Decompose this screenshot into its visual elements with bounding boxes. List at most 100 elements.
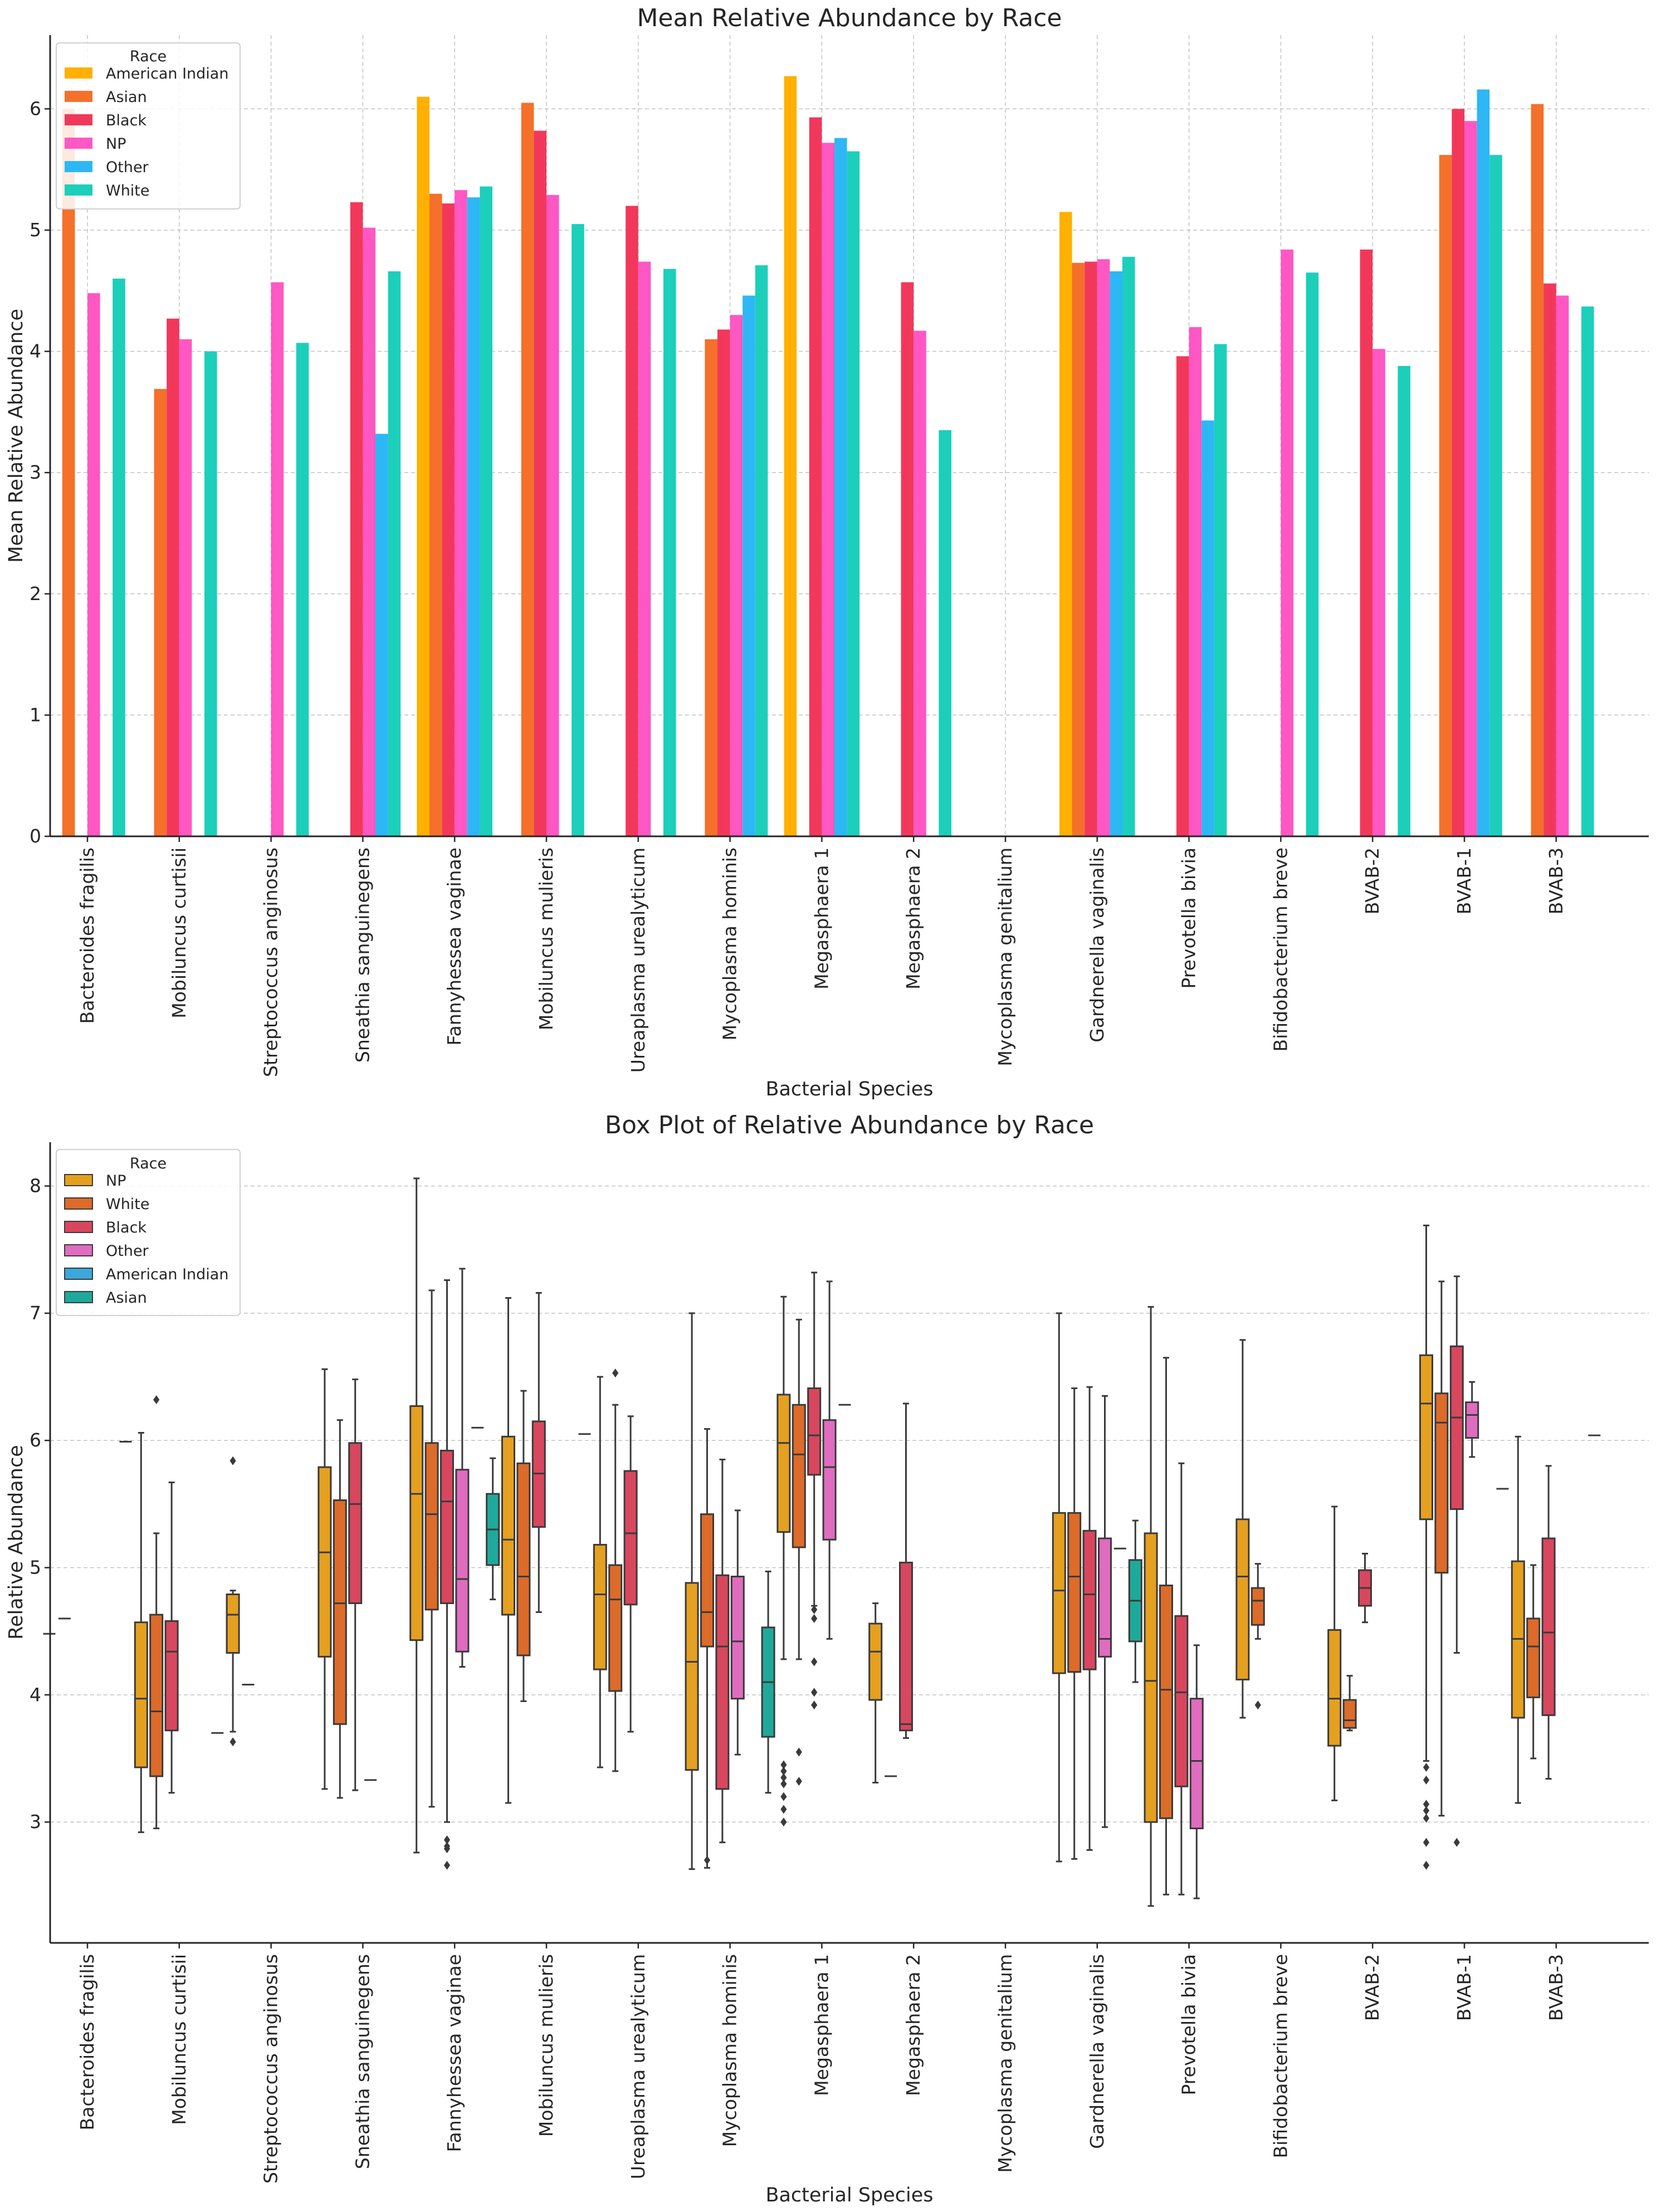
bar-asian-mobiluncus-curtisii	[154, 389, 167, 836]
bar-black-fannyhessea-vaginae	[442, 203, 455, 837]
box-x-tick-label-megasphaera-2: Megasphaera 2	[902, 1954, 924, 2096]
bar-asian-bacteroides-fragilis	[62, 109, 75, 836]
bar-black-bvab-2	[1360, 249, 1373, 836]
box-legend-swatch-american-indian	[64, 1268, 93, 1280]
bar-american-indian-fannyhessea-vaginae	[417, 96, 429, 836]
box-x-tick-label-mycoplasma-genitalium: Mycoplasma genitalium	[994, 1954, 1016, 2173]
box-white-prevotella-bivia-iqr	[1159, 1584, 1173, 1819]
box-x-tick-label-mobiluncus-curtisii: Mobiluncus curtisii	[168, 1954, 190, 2125]
box-np-bifidobacterium-breve-iqr	[1235, 1518, 1250, 1680]
box-np-fannyhessea-vaginae-iqr	[409, 1405, 424, 1641]
bar-x-tick-label-mobiluncus-mulieris: Mobiluncus mulieris	[535, 847, 557, 1030]
box-black-fannyhessea-vaginae-outlier	[443, 1844, 451, 1854]
bar-chart-title: Mean Relative Abundance by Race	[637, 4, 1062, 32]
box-other-fannyhessea-vaginae-iqr	[455, 1469, 470, 1653]
bar-black-mobiluncus-mulieris	[534, 130, 546, 836]
bar-np-prevotella-bivia	[1189, 327, 1202, 836]
bar-asian-fannyhessea-vaginae	[429, 193, 442, 837]
box-black-megasphaera-1-outlier	[811, 1614, 818, 1623]
bar-y-ticks: 0 1 2 3 4 5 6	[30, 98, 50, 847]
box-np-bvab-1-outlier	[1423, 1814, 1430, 1823]
bar-x-tick-label-bvab-2: BVAB-2	[1361, 847, 1383, 914]
box-black-bvab-3	[1541, 1465, 1556, 1780]
box-legend-swatch-asian	[64, 1291, 93, 1303]
bar-np-mobiluncus-mulieris	[546, 194, 559, 836]
box-white-ureaplasma-urealyticum-iqr	[608, 1564, 623, 1692]
box-other-gardnerella-vaginalis	[1098, 1395, 1112, 1828]
bar-american-indian-gardnerella-vaginalis	[1059, 212, 1072, 836]
box-y-tick-label: 4	[30, 1684, 41, 1706]
bar-black-megasphaera-2	[901, 282, 914, 836]
bar-np-megasphaera-2	[914, 330, 926, 836]
box-boxes	[43, 1177, 1601, 1907]
box-white-mobiluncus-curtisii-outlier	[153, 1395, 160, 1405]
bar-y-tick-label: 5	[30, 219, 41, 241]
bar-y-tick-label: 1	[30, 704, 41, 725]
bar-black-bvab-1	[1452, 109, 1464, 836]
box-np-bvab-1	[1419, 1224, 1433, 1870]
box-x-tick-label-bacteroides-fragilis: Bacteroides fragilis	[76, 1954, 98, 2130]
box-white-megasphaera-1	[792, 1318, 806, 1786]
bar-legend-swatch-asian	[65, 91, 92, 102]
box-np-megasphaera-2	[868, 1602, 883, 1784]
box-x-tick-label-bifidobacterium-breve: Bifidobacterium breve	[1269, 1954, 1291, 2159]
box-black-mobiluncus-curtisii-iqr	[164, 1620, 179, 1732]
bar-white-bvab-1	[1489, 155, 1502, 836]
bar-x-tick-label-megasphaera-2: Megasphaera 2	[902, 847, 924, 990]
box-legend-label-white: White	[106, 1196, 150, 1213]
bar-white-streptococcus-anginosus	[296, 343, 309, 836]
bar-legend-label-np: NP	[106, 135, 126, 153]
box-np-bvab-3	[1511, 1435, 1525, 1804]
box-np-megasphaera-1	[776, 1295, 791, 1827]
box-x-tick-label-bvab-2: BVAB-2	[1361, 1954, 1383, 2021]
box-chart-title: Box Plot of Relative Abundance by Race	[605, 1111, 1094, 1139]
bar-legend-swatch-black	[65, 114, 92, 125]
box-y-tick-label: 6	[30, 1429, 41, 1451]
bar-x-tick-label-bifidobacterium-breve: Bifidobacterium breve	[1269, 847, 1291, 1052]
bar-legend-swatch-white	[65, 184, 92, 196]
bar-x-ticks: Bacteroides fragilis Mobiluncus curtisii S…	[76, 836, 1567, 1077]
box-x-tick-label-fannyhessea-vaginae: Fannyhessea vaginae	[443, 1954, 465, 2152]
bar-black-sneathia-sanguinegens	[350, 202, 363, 836]
box-white-bvab-1-iqr	[1434, 1392, 1449, 1574]
box-white-bifidobacterium-breve-outlier	[1254, 1701, 1261, 1710]
bar-asian-bvab-1	[1439, 155, 1452, 836]
bar-np-megasphaera-1	[822, 143, 834, 836]
box-legend-swatch-np	[64, 1174, 93, 1186]
box-y-tick-label: 8	[30, 1175, 41, 1197]
bar-y-tick-label: 6	[30, 98, 41, 119]
box-np-mobiluncus-curtisii	[134, 1432, 148, 1833]
box-x-axis-label: Bacterial Species	[765, 2184, 933, 2206]
box-y-tick-label: 7	[30, 1302, 41, 1324]
box-x-tick-label-bvab-1: BVAB-1	[1453, 1954, 1475, 2021]
box-np-megasphaera-1-outlier	[780, 1773, 787, 1782]
bar-white-ureaplasma-urealyticum	[663, 269, 676, 837]
bar-x-tick-label-gardnerella-vaginalis: Gardnerella vaginalis	[1086, 847, 1108, 1042]
box-black-ureaplasma-urealyticum	[623, 1415, 638, 1733]
box-x-tick-label-streptococcus-anginosus: Streptococcus anginosus	[260, 1954, 282, 2184]
bar-white-mobiluncus-mulieris	[571, 224, 584, 836]
bar-white-fannyhessea-vaginae	[480, 186, 492, 836]
box-black-megasphaera-1	[807, 1271, 822, 1710]
box-legend-swatch-white	[64, 1197, 93, 1210]
box-np-megasphaera-2-iqr	[868, 1623, 883, 1701]
bar-y-tick-label: 4	[30, 340, 41, 362]
box-black-bvab-1-iqr	[1449, 1345, 1464, 1510]
box-black-megasphaera-1-outlier	[811, 1701, 818, 1710]
box-black-gardnerella-vaginalis	[1082, 1386, 1097, 1851]
bar-np-streptococcus-anginosus	[271, 282, 284, 836]
box-white-ureaplasma-urealyticum	[608, 1368, 623, 1772]
box-np-megasphaera-1-iqr	[776, 1394, 791, 1533]
bar-black-bvab-3	[1543, 283, 1556, 836]
bar-np-ureaplasma-urealyticum	[638, 261, 651, 837]
bar-other-megasphaera-1	[834, 138, 847, 836]
box-white-bvab-3-iqr	[1526, 1617, 1541, 1698]
box-np-ureaplasma-urealyticum	[593, 1376, 607, 1768]
bar-x-tick-label-streptococcus-anginosus: Streptococcus anginosus	[260, 847, 282, 1077]
box-legend-label-np: NP	[106, 1172, 126, 1190]
box-np-bifidobacterium-breve	[1235, 1339, 1250, 1719]
bar-x-tick-label-bvab-1: BVAB-1	[1453, 847, 1475, 914]
bar-x-tick-label-mycoplasma-genitalium: Mycoplasma genitalium	[994, 847, 1016, 1066]
bar-asian-bvab-3	[1531, 104, 1544, 836]
box-white-prevotella-bivia	[1159, 1357, 1173, 1896]
